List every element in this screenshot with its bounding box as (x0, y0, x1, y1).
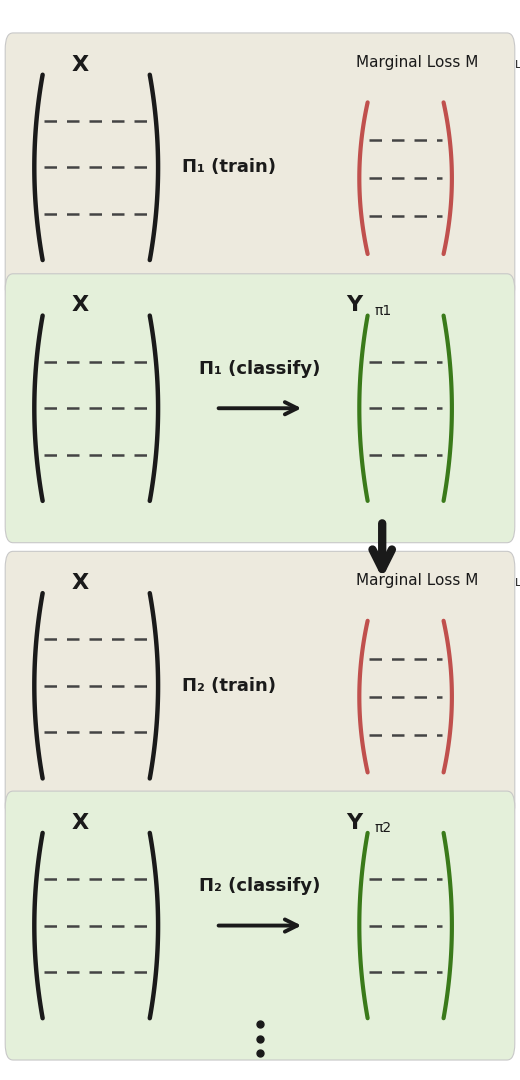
Text: X: X (72, 295, 89, 315)
Text: L1: L1 (515, 59, 520, 70)
Text: Π₁ (classify): Π₁ (classify) (199, 360, 321, 378)
Text: Π₁ (train): Π₁ (train) (182, 159, 276, 176)
Text: Y: Y (346, 295, 362, 315)
Text: π1: π1 (374, 305, 392, 318)
Text: X: X (72, 812, 89, 833)
Text: X: X (72, 572, 89, 593)
Text: X: X (72, 54, 89, 75)
Text: L2: L2 (515, 579, 520, 589)
Text: Marginal Loss M: Marginal Loss M (356, 572, 478, 588)
Text: Π₂ (classify): Π₂ (classify) (199, 877, 321, 895)
Text: Y: Y (346, 812, 362, 833)
Text: Π₂ (train): Π₂ (train) (182, 677, 276, 694)
FancyBboxPatch shape (5, 32, 515, 302)
Text: π2: π2 (374, 821, 392, 835)
FancyBboxPatch shape (5, 551, 515, 821)
FancyBboxPatch shape (5, 791, 515, 1061)
Text: Marginal Loss M: Marginal Loss M (356, 54, 478, 69)
FancyBboxPatch shape (5, 274, 515, 542)
